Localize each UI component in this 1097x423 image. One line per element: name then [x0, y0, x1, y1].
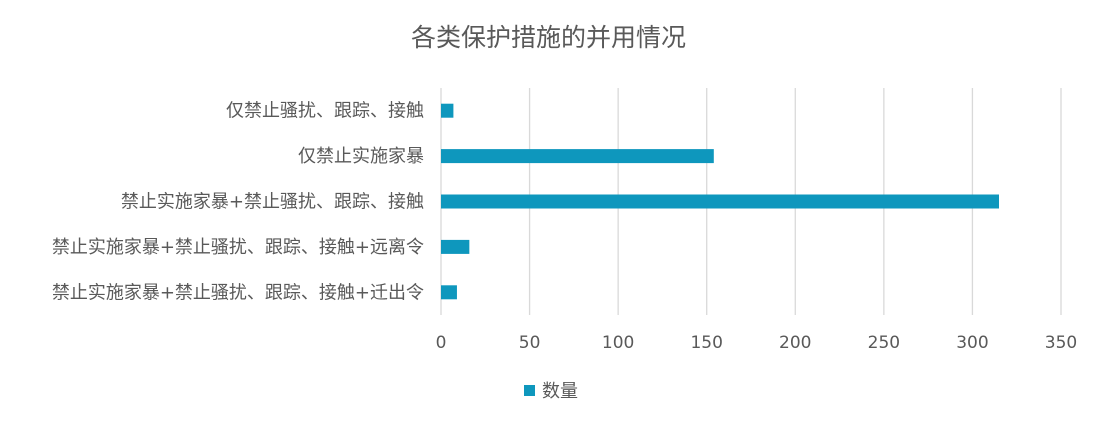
category-label: 仅禁止实施家暴 — [298, 146, 424, 167]
chart-title: 各类保护措施的并用情况 — [410, 23, 686, 52]
x-tick-label: 100 — [602, 333, 634, 353]
bar — [441, 149, 714, 164]
bar — [441, 239, 470, 254]
x-tick-label: 350 — [1045, 333, 1077, 353]
category-labels: 仅禁止骚扰、跟踪、接触仅禁止实施家暴禁止实施家暴+禁止骚扰、跟踪、接触禁止实施家… — [52, 101, 424, 304]
x-tick-label: 250 — [868, 333, 900, 353]
category-label: 禁止实施家暴+禁止骚扰、跟踪、接触+迁出令 — [52, 282, 424, 303]
category-label: 仅禁止骚扰、跟踪、接触 — [226, 101, 424, 122]
x-tick-label: 0 — [436, 333, 447, 353]
legend: 数量 — [524, 381, 578, 402]
category-label: 禁止实施家暴+禁止骚扰、跟踪、接触 — [121, 192, 424, 213]
category-label: 禁止实施家暴+禁止骚扰、跟踪、接触+远离令 — [52, 237, 424, 258]
x-tick-label: 200 — [779, 333, 811, 353]
bar — [441, 103, 454, 118]
x-tick-label: 50 — [519, 333, 541, 353]
bars — [441, 103, 999, 300]
legend-label: 数量 — [542, 381, 578, 402]
x-tick-label: 300 — [956, 333, 988, 353]
legend-swatch — [524, 385, 535, 396]
bar — [441, 194, 999, 209]
x-axis-tick-labels: 0 50 100 150 200 250 300 350 — [436, 333, 1078, 353]
bar — [441, 285, 457, 300]
x-tick-label: 150 — [690, 333, 722, 353]
